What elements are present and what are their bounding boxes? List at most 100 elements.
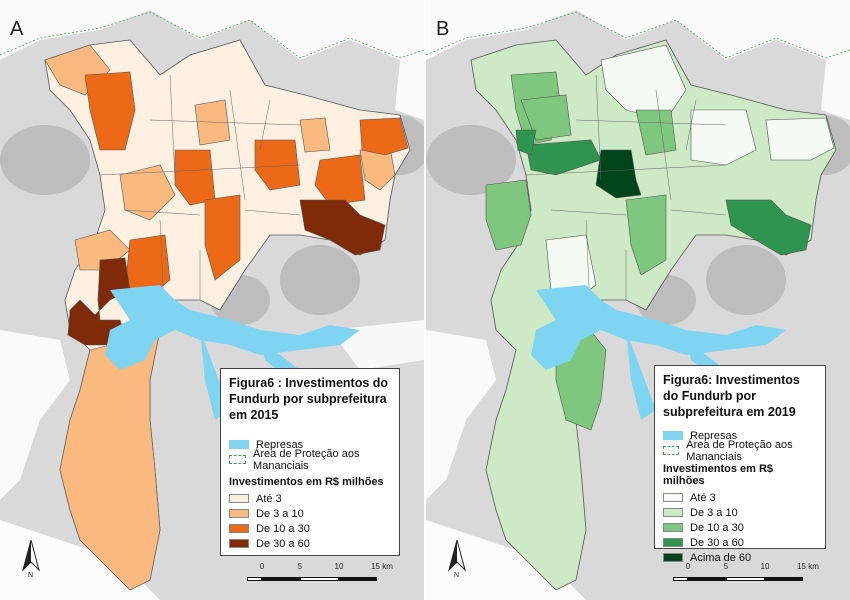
legend-label: De 10 a 30 bbox=[690, 521, 744, 534]
legend-class-row: De 3 a 10 bbox=[229, 506, 391, 521]
scale-tick-label: 15 km bbox=[797, 562, 819, 571]
legend-label: Área de Proteção aos Mananciais bbox=[686, 438, 793, 463]
district-10-30 bbox=[204, 194, 241, 281]
legend-title: Figura6 : Investimentos do Fundurb por s… bbox=[229, 376, 389, 422]
rural-area bbox=[426, 330, 496, 500]
scale-bar: 0 5 10 15 km bbox=[673, 562, 828, 592]
district-borders bbox=[525, 74, 727, 331]
legend: Figura6 : Investimentos do Fundurb por s… bbox=[220, 368, 400, 556]
scale-segment bbox=[247, 577, 262, 581]
legend-label: De 30 a 60 bbox=[690, 536, 744, 549]
panel-letter: B bbox=[436, 18, 450, 40]
scale-tick-label: 10 bbox=[334, 562, 344, 571]
class-swatch bbox=[229, 539, 249, 548]
rural-area bbox=[0, 330, 70, 500]
reservoir-swatch bbox=[663, 431, 683, 440]
district-10-30 bbox=[520, 94, 572, 141]
north-arrow-icon bbox=[22, 538, 40, 572]
district-10-30 bbox=[625, 194, 667, 276]
legend-class-row: De 3 a 10 bbox=[663, 505, 817, 520]
class-swatch bbox=[663, 553, 683, 562]
district-3-10 bbox=[59, 329, 161, 591]
protection-swatch bbox=[229, 455, 247, 464]
north-arrow: N bbox=[448, 538, 466, 582]
rural-area bbox=[0, 0, 424, 120]
district-30-60 bbox=[515, 129, 537, 156]
scale-segment bbox=[688, 577, 726, 581]
scale-segment bbox=[339, 577, 377, 581]
legend-class-row: Acima de 60 bbox=[663, 550, 817, 565]
class-swatch bbox=[229, 524, 249, 533]
panel-divider bbox=[424, 0, 426, 600]
legend-class-row: De 30 a 60 bbox=[229, 536, 391, 551]
legend-item-reservoirs: Represas bbox=[229, 437, 391, 452]
class-swatch bbox=[229, 509, 249, 518]
scale-tick-label: 10 bbox=[760, 562, 770, 571]
protection-swatch bbox=[663, 446, 680, 455]
map-2019 bbox=[426, 0, 850, 600]
legend-classes-header: Investimentos em R$ milhões bbox=[229, 476, 384, 488]
legend-item-reservoirs: Represas bbox=[663, 428, 817, 443]
district-10-30 bbox=[359, 117, 409, 156]
map-panel-2015: A Figura6 : Investimentos do Fundurb por… bbox=[0, 0, 424, 600]
urban-area bbox=[706, 245, 786, 315]
legend-label: Área de Proteção aos Mananciais bbox=[253, 447, 360, 472]
district-10-30 bbox=[84, 71, 136, 151]
district-acima-60 bbox=[595, 149, 642, 199]
north-arrow: N bbox=[22, 538, 40, 582]
urban-area bbox=[0, 125, 90, 195]
scale-segment bbox=[262, 577, 300, 581]
protection-area-boundary bbox=[426, 11, 850, 59]
legend-label: De 10 a 30 bbox=[256, 522, 310, 535]
legend-class-row: De 10 a 30 bbox=[663, 520, 817, 535]
legend-item-protection: Área de Proteção aos Mananciais bbox=[663, 439, 817, 463]
reservoir-swatch bbox=[229, 440, 249, 449]
reservoir bbox=[626, 330, 656, 420]
legend-label: Represas bbox=[256, 438, 304, 451]
legend-label: Até 3 bbox=[256, 492, 282, 505]
class-swatch bbox=[663, 508, 683, 517]
district-10-30 bbox=[635, 109, 677, 156]
panel-letter: A bbox=[10, 18, 24, 40]
scale-segment bbox=[765, 577, 803, 581]
reservoir bbox=[531, 285, 786, 370]
legend-label: De 3 a 10 bbox=[690, 506, 738, 519]
urban-area bbox=[280, 245, 360, 315]
protection-area-boundary bbox=[0, 11, 424, 59]
legend-class-row: De 30 a 60 bbox=[663, 535, 817, 550]
legend-title: Figura6: Investimentos do Fundurb por su… bbox=[663, 373, 800, 419]
legend-classes-header: Investimentos em R$ milhões bbox=[663, 463, 774, 487]
north-label: N bbox=[28, 572, 34, 579]
urban-area bbox=[426, 125, 516, 195]
scale-tick-label: 0 bbox=[259, 562, 265, 571]
district-ate-3 bbox=[690, 109, 757, 166]
class-swatch bbox=[663, 493, 683, 502]
district-10-30 bbox=[485, 179, 532, 251]
district-30-60 bbox=[525, 139, 602, 176]
district-borders bbox=[99, 74, 301, 331]
legend-class-row: Até 3 bbox=[229, 491, 391, 506]
district-3-10 bbox=[119, 164, 176, 221]
rural-area bbox=[426, 0, 850, 120]
reservoir bbox=[105, 285, 360, 370]
district-30-60 bbox=[299, 199, 386, 256]
district-10-30 bbox=[254, 139, 301, 191]
district-ate-3 bbox=[765, 117, 835, 161]
scale-segment bbox=[673, 577, 688, 581]
legend-label: Represas bbox=[690, 429, 738, 442]
north-arrow-icon bbox=[448, 538, 466, 572]
scale-tick-label: 5 bbox=[723, 562, 729, 571]
district-3-10 bbox=[194, 99, 231, 146]
scale-tick-label: 5 bbox=[297, 562, 303, 571]
class-swatch bbox=[663, 523, 683, 532]
legend-label: De 30 a 60 bbox=[256, 537, 310, 550]
legend-label: Até 3 bbox=[690, 491, 716, 504]
scale-tick-label: 15 km bbox=[371, 562, 393, 571]
district-3-10 bbox=[299, 117, 331, 153]
scale-segment bbox=[726, 577, 765, 581]
legend-class-row: De 10 a 30 bbox=[229, 521, 391, 536]
map-panel-2019: B Figura6: Investimentos do Fundurb por … bbox=[426, 0, 850, 600]
legend-class-row: Até 3 bbox=[663, 490, 817, 505]
scale-bar: 0 5 10 15 km bbox=[247, 562, 402, 592]
legend-item-protection: Área de Proteção aos Mananciais bbox=[229, 448, 391, 472]
